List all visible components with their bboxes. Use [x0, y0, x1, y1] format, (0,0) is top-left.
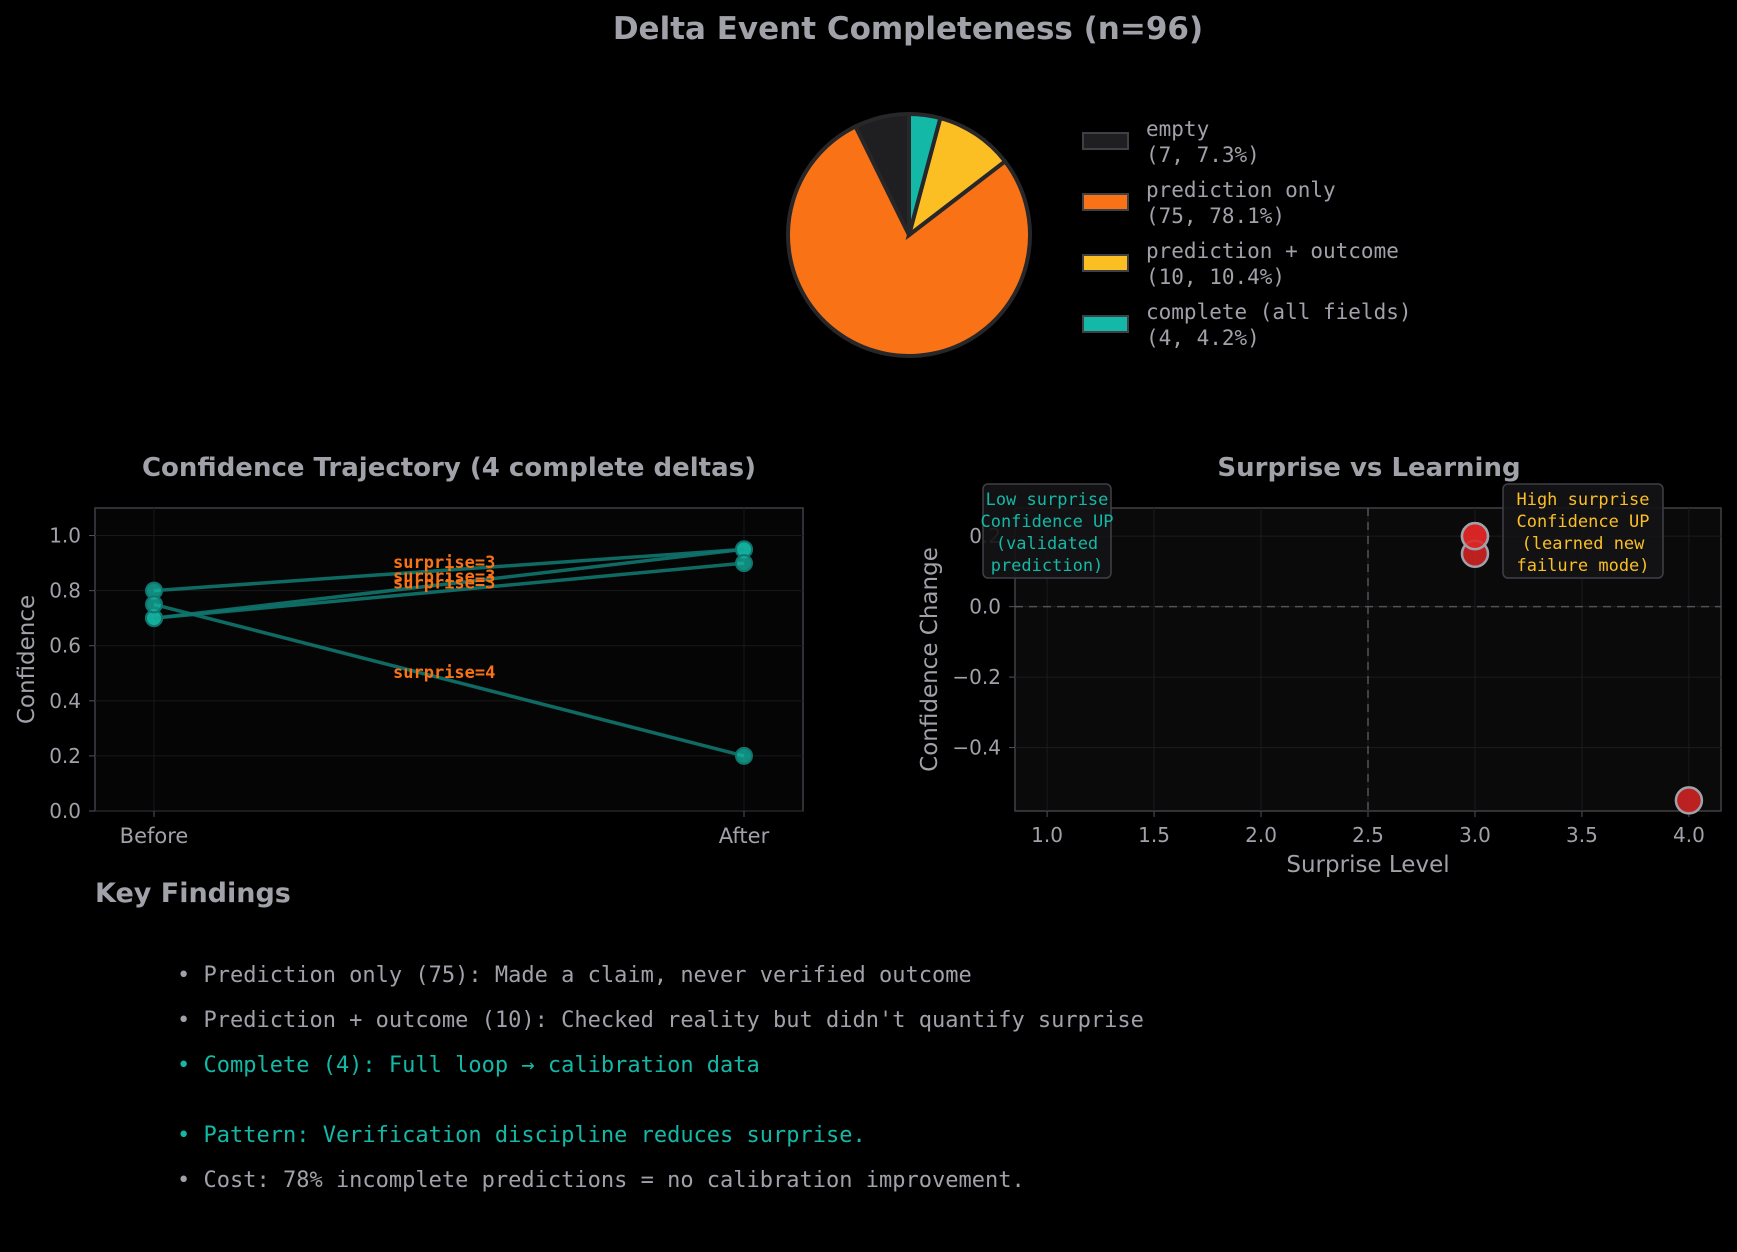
line-plot-area [94, 507, 804, 812]
legend-swatch [1082, 193, 1129, 211]
finding-item: • Prediction only (75): Made a claim, ne… [177, 963, 972, 988]
line-ytick-label: 0.6 [49, 634, 81, 658]
legend-swatch [1082, 254, 1129, 272]
scatter-xtick-label: 1.5 [1138, 823, 1170, 847]
line-chart: 0.0 0.2 0.4 0.6 0.8 1.0 Before After Confidence s… [14, 507, 804, 848]
pie-slice [786, 123, 1032, 358]
series-point [145, 595, 163, 614]
scatter-xtick-label: 2.5 [1352, 823, 1384, 847]
line-ytick-label: 0.0 [49, 799, 81, 823]
scatter-ytick-label: 0.0 [969, 595, 1001, 619]
scatter-ylabel: Confidence Change [917, 547, 943, 772]
annotation-text: failure mode) [1516, 556, 1649, 576]
scatter-ytick-label: −0.2 [952, 665, 1001, 689]
series-line [153, 602, 745, 758]
annotation-text: Confidence UP [1516, 512, 1649, 532]
line-xtick-label: After [719, 824, 770, 848]
scatter-xlabel: Surprise Level [1286, 852, 1449, 878]
scatter-chart-title: Surprise vs Learning [1217, 453, 1520, 483]
scatter-point [1674, 786, 1704, 815]
scatter-xtick-label: 1.0 [1031, 823, 1063, 847]
scatter-chart: 1.01.52.02.53.03.54.0−0.4−0.20.00.2Surpr… [917, 483, 1722, 878]
line-ytick-label: 1.0 [49, 524, 81, 548]
scatter-xtick-label: 4.0 [1673, 823, 1705, 847]
annotation-text: prediction) [991, 556, 1104, 576]
findings-list: • Prediction only (75): Made a claim, ne… [177, 963, 1144, 1193]
legend-sublabel: (4, 4.2%) [1146, 326, 1260, 350]
annotation-text: Low surprise [986, 490, 1109, 510]
series-point [735, 746, 753, 765]
legend-label: complete (all fields) [1146, 300, 1412, 324]
finding-item: • Complete (4): Full loop → calibration … [177, 1053, 760, 1078]
legend-label: empty [1146, 117, 1209, 141]
line-chart-title: Confidence Trajectory (4 complete deltas… [142, 453, 756, 483]
page-title: Delta Event Completeness (n=96) [613, 11, 1203, 47]
annotation-text: (validated [996, 534, 1098, 554]
line-ytick-label: 0.8 [49, 579, 81, 603]
pie-slice [907, 111, 943, 236]
findings-title: Key Findings [95, 878, 291, 909]
annotation-box [1502, 483, 1664, 579]
series-line [153, 561, 745, 620]
legend-swatch [1082, 315, 1129, 333]
series-line [153, 547, 745, 593]
finding-item: • Pattern: Verification discipline reduc… [177, 1123, 866, 1148]
scatter-ytick-label: −0.4 [952, 736, 1001, 760]
series-annotation: surprise=4 [393, 663, 495, 683]
legend-sublabel: (75, 78.1%) [1146, 204, 1285, 228]
finding-item: • Prediction + outcome (10): Checked rea… [177, 1008, 1144, 1033]
series-line [153, 547, 745, 620]
line-ytick-label: 0.4 [49, 689, 81, 713]
legend-label: prediction + outcome [1146, 239, 1399, 263]
scatter-xtick-label: 2.0 [1245, 823, 1277, 847]
line-ytick-label: 0.2 [49, 744, 81, 768]
pie-legend: empty(7, 7.3%) prediction only(75, 78.1%)… [1082, 117, 1412, 350]
legend-label: prediction only [1146, 178, 1336, 202]
annotation-text: Confidence UP [980, 512, 1113, 532]
scatter-point [1460, 521, 1490, 551]
scatter-xtick-label: 3.5 [1566, 823, 1598, 847]
scatter-xtick-label: 3.0 [1459, 823, 1491, 847]
finding-item: • Cost: 78% incomplete predictions = no … [177, 1168, 1025, 1193]
series-annotation: surprise=3 [393, 567, 495, 587]
series-annotation: surprise=3 [393, 553, 495, 573]
series-point [735, 554, 753, 573]
line-xtick-label: Before [120, 824, 189, 848]
annotation-text: (learned new [1522, 534, 1646, 554]
line-ylabel: Confidence [14, 595, 40, 724]
annotation-box [982, 483, 1112, 579]
series-annotation: surprise=3 [393, 574, 495, 594]
legend-sublabel: (7, 7.3%) [1146, 143, 1260, 167]
pie-chart [786, 111, 1032, 358]
legend-swatch [1082, 132, 1129, 150]
legend-sublabel: (10, 10.4%) [1146, 265, 1285, 289]
annotation-text: High surprise [1516, 490, 1649, 510]
